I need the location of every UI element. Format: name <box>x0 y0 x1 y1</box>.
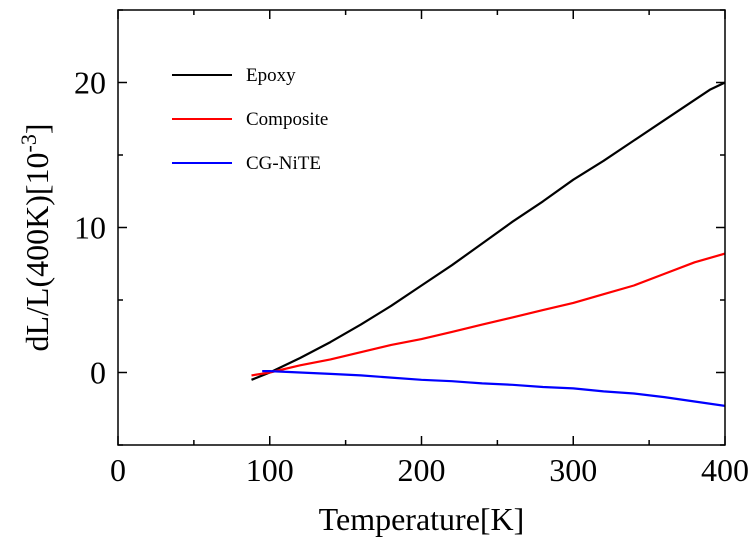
x-tick-label: 100 <box>246 452 294 488</box>
x-tick-label: 300 <box>549 452 597 488</box>
legend-label: Epoxy <box>246 65 296 86</box>
x-tick-label: 200 <box>398 452 446 488</box>
series-line-composite <box>252 254 726 376</box>
y-axis-title-exponent: -3 <box>16 134 41 152</box>
y-tick-label: 10 <box>74 210 106 246</box>
y-axis-title: dL/L(400K)[10-3] <box>16 123 55 351</box>
legend-label: CG-NiTE <box>246 153 321 174</box>
y-axis-title-close: ] <box>19 123 55 134</box>
y-axis-title-main: dL/L(400K)[10 <box>19 152 55 351</box>
y-tick-label: 0 <box>90 355 106 391</box>
series-layer <box>252 83 726 406</box>
legend: Epoxy Composite CG-NiTE <box>172 65 328 174</box>
tick-labels-layer: 0 100 200 300 400 0 10 20 <box>74 65 749 489</box>
series-line-cg-nite <box>262 371 725 406</box>
legend-label: Composite <box>246 109 328 130</box>
x-tick-label: 0 <box>110 452 126 488</box>
x-axis-title: Temperature[K] <box>319 501 525 537</box>
x-tick-label: 400 <box>701 452 749 488</box>
y-tick-label: 20 <box>74 65 106 101</box>
